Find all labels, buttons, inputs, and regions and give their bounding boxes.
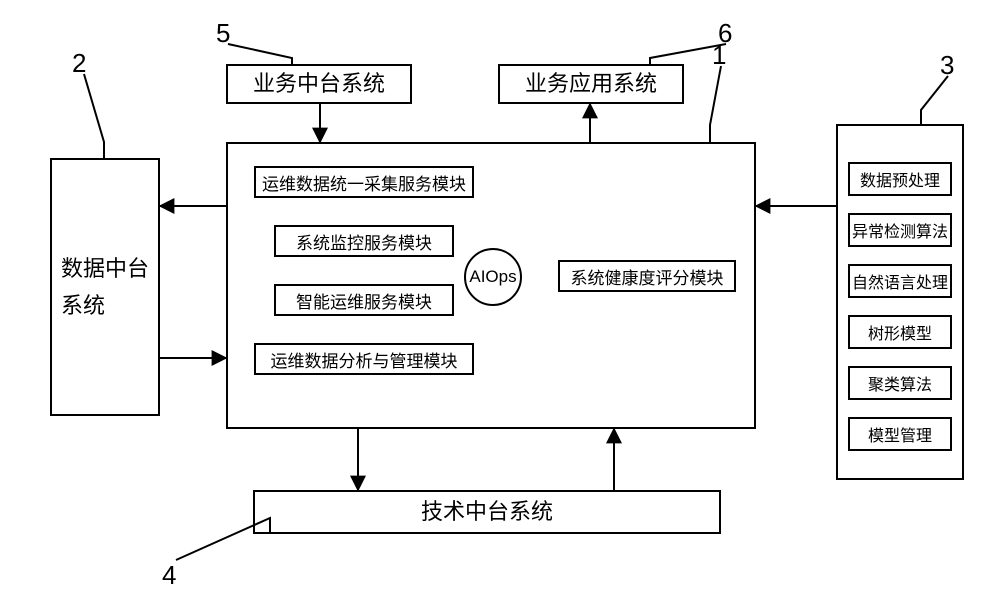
leader-5 — [228, 44, 292, 64]
connectors-layer — [0, 0, 1000, 601]
leader-3 — [921, 76, 948, 124]
leader-1 — [710, 66, 721, 142]
leader-2 — [84, 74, 104, 158]
leader-4 — [176, 518, 270, 560]
leader-6 — [650, 44, 726, 64]
